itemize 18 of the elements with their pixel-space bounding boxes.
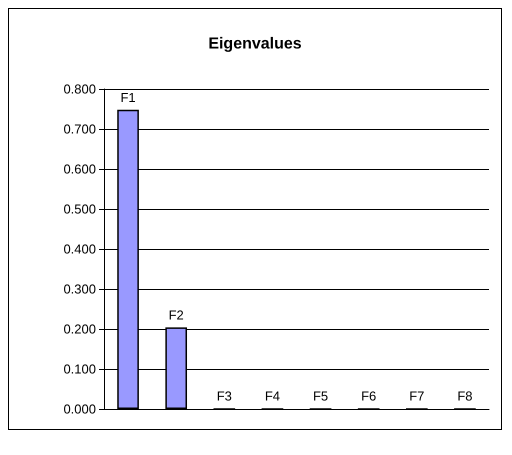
y-tick-label: 0.400 — [63, 242, 96, 256]
y-tick-label: 0.800 — [63, 82, 96, 96]
x-tick-label: F1 — [120, 90, 136, 105]
y-tick-label: 0.200 — [63, 322, 96, 336]
x-tick-label: F8 — [457, 388, 473, 404]
x-tick-label: F7 — [409, 388, 424, 404]
y-tick-label: 0.100 — [63, 362, 96, 376]
y-tick-label: 0.000 — [63, 402, 96, 416]
y-tick-label: 0.500 — [63, 202, 96, 216]
x-tick-label: F6 — [361, 388, 376, 404]
x-tick-label: F4 — [264, 388, 280, 404]
y-tick-label: 0.600 — [63, 162, 96, 176]
chart-title: Eigenvalues — [208, 36, 302, 52]
x-tick-label: F5 — [312, 388, 328, 404]
y-tick-label: 0.300 — [63, 282, 96, 296]
y-tick-label: 0.700 — [63, 122, 96, 136]
x-tick-label: F2 — [168, 307, 184, 322]
x-tick-label: F3 — [216, 388, 232, 404]
